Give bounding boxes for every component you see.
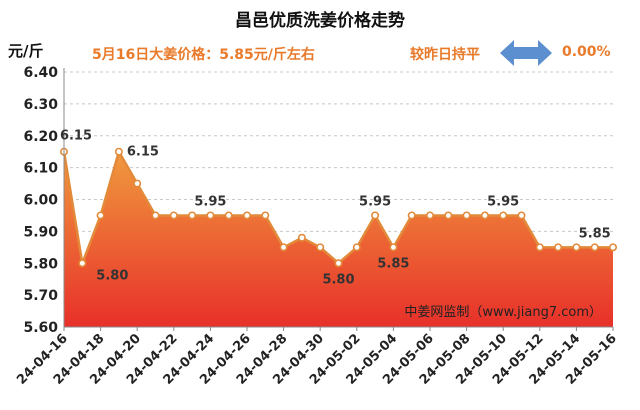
data-point xyxy=(224,211,233,220)
data-point xyxy=(206,211,215,220)
double-arrow-icon xyxy=(500,40,552,66)
y-axis-unit: 元/斤 xyxy=(8,42,44,60)
data-label: 5.80 xyxy=(322,272,354,287)
area-fill xyxy=(64,151,613,327)
data-point xyxy=(96,211,105,220)
data-point xyxy=(78,259,87,268)
data-point xyxy=(316,243,325,252)
y-tick-label: 5.60 xyxy=(23,320,58,336)
y-tick-label: 6.20 xyxy=(23,129,58,145)
data-point xyxy=(608,243,617,252)
data-point xyxy=(334,259,343,268)
data-point xyxy=(243,211,252,220)
change-percent: 0.00% xyxy=(562,44,611,60)
data-label: 5.80 xyxy=(96,268,128,283)
data-label: 5.95 xyxy=(359,194,391,209)
data-point xyxy=(407,211,416,220)
y-tick-label: 6.00 xyxy=(23,193,58,209)
data-point xyxy=(462,211,471,220)
data-point xyxy=(279,243,288,252)
data-point xyxy=(389,243,398,252)
data-label: 5.85 xyxy=(579,226,611,241)
data-point xyxy=(169,211,178,220)
data-point xyxy=(444,211,453,220)
y-tick-label: 5.90 xyxy=(23,224,58,240)
data-point xyxy=(371,211,380,220)
data-point xyxy=(133,179,142,188)
y-tick-label: 6.40 xyxy=(23,65,58,81)
data-label: 5.85 xyxy=(377,256,409,271)
data-point xyxy=(535,243,544,252)
data-point xyxy=(297,233,306,242)
data-point xyxy=(517,211,526,220)
data-point xyxy=(480,211,489,220)
data-point xyxy=(572,243,581,252)
source-credit: 中姜网监制（www.jiang7.com） xyxy=(404,305,602,320)
data-point xyxy=(188,211,197,220)
data-point xyxy=(554,243,563,252)
data-point xyxy=(114,147,123,156)
y-tick-label: 6.10 xyxy=(23,161,58,177)
data-point xyxy=(499,211,508,220)
data-point xyxy=(590,243,599,252)
data-label: 6.15 xyxy=(127,145,159,160)
data-point xyxy=(352,243,361,252)
change-label: 较昨日持平 xyxy=(410,47,480,63)
data-point xyxy=(425,211,434,220)
y-tick-label: 6.30 xyxy=(23,97,58,113)
data-label: 5.95 xyxy=(487,194,519,209)
y-tick-label: 5.80 xyxy=(23,256,58,272)
chart-title: 昌邑优质洗姜价格走势 xyxy=(235,11,405,31)
y-tick-label: 5.70 xyxy=(23,288,58,304)
data-point xyxy=(261,211,270,220)
price-note: 5月16日大姜价格：5.85元/斤左右 xyxy=(92,47,315,63)
data-point xyxy=(151,211,160,220)
data-label: 5.95 xyxy=(194,194,226,209)
data-label: 6.15 xyxy=(60,129,92,144)
